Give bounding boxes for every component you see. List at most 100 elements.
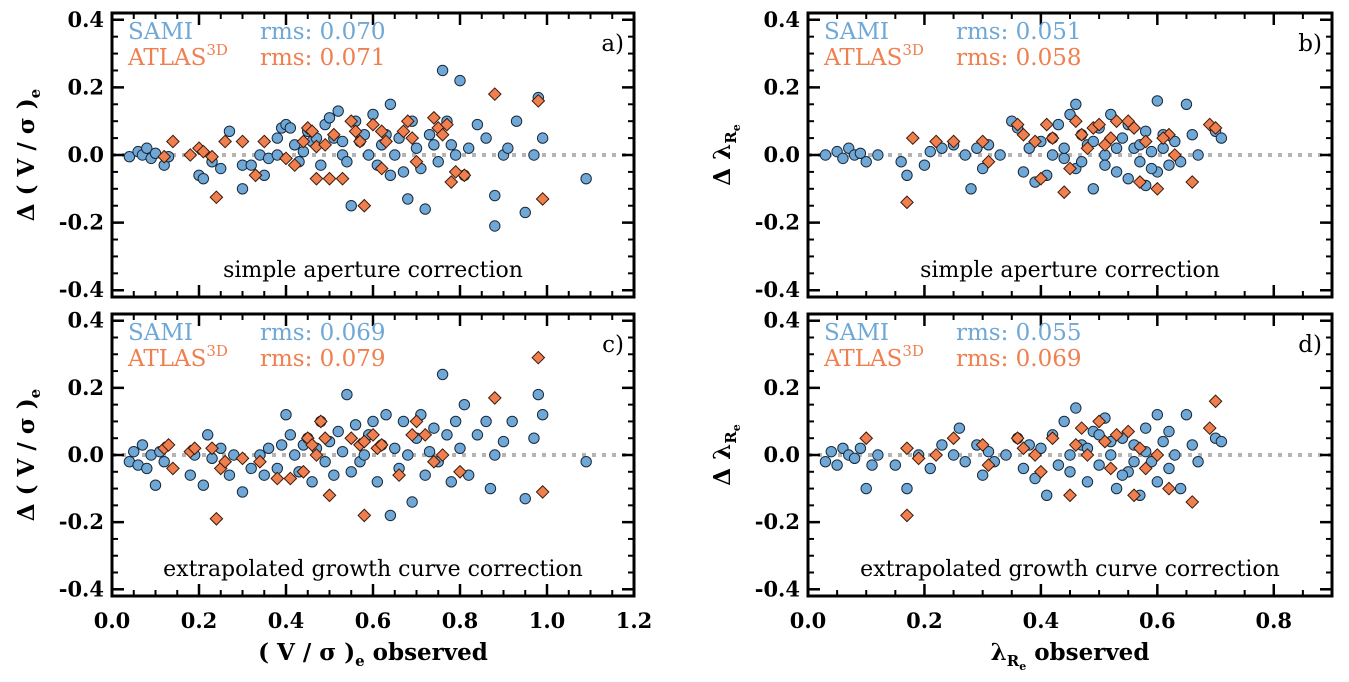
sami-point [1070, 402, 1082, 414]
atlas-point [1098, 434, 1112, 449]
sami-point [389, 149, 401, 161]
sami-point [423, 129, 436, 141]
atlas-point [366, 427, 380, 442]
sami-point [1169, 449, 1181, 461]
sami-point [397, 415, 410, 428]
y-axis-title: Δ ( V / σ )e [13, 389, 44, 521]
y-axis-title: Δ λRe [709, 424, 743, 485]
sami-point [1035, 442, 1047, 454]
sami-point [1139, 422, 1152, 434]
sami-point [1157, 435, 1169, 448]
sami-point [384, 509, 397, 522]
sami-point [1145, 145, 1158, 158]
plot-frame [110, 312, 636, 598]
sami-point [1180, 409, 1193, 421]
sami-point [936, 439, 948, 451]
atlas-point [487, 391, 502, 405]
atlas-point [1063, 161, 1077, 176]
atlas-point [183, 148, 198, 162]
sami-point [854, 442, 867, 454]
legend-sami-rms: rms: 0.051 [956, 19, 1082, 45]
atlas-point [409, 154, 424, 169]
sami-point [1116, 132, 1129, 144]
atlas-point [248, 168, 263, 183]
x-tick-label: 0.8 [1256, 608, 1293, 633]
y-tick-label: -0.2 [59, 210, 104, 235]
atlas-point [1068, 114, 1083, 129]
atlas-point [435, 127, 450, 142]
sami-point [895, 156, 907, 168]
legend-atlas-rms: rms: 0.071 [260, 45, 386, 71]
correction-note: extrapolated growth curve correction [163, 557, 583, 582]
x-tick-label: 0.8 [442, 608, 479, 633]
sami-point [484, 482, 497, 495]
atlas-point [366, 117, 380, 132]
sami-point [419, 203, 431, 215]
sami-point [1058, 152, 1070, 165]
sami-point [1064, 449, 1076, 461]
sami-point [936, 142, 948, 154]
sami-point [953, 422, 966, 434]
legend-atlas-rms: rms: 0.079 [260, 346, 386, 372]
sami-point [959, 149, 971, 161]
sami-point [454, 74, 466, 87]
data-points [819, 95, 1228, 210]
atlas-point [453, 464, 467, 479]
atlas-point [409, 414, 424, 429]
sami-point [471, 429, 484, 441]
atlas-point [165, 134, 180, 149]
atlas-point [161, 438, 176, 452]
atlas-point [1057, 185, 1072, 200]
atlas-point [1202, 421, 1217, 436]
atlas-point [235, 451, 250, 466]
atlas-point [344, 431, 359, 446]
atlas-point [975, 438, 990, 452]
atlas-point [1033, 171, 1048, 186]
sami-point [866, 459, 878, 471]
atlas-point [257, 134, 272, 149]
legend-sami-name: SAMI [128, 320, 193, 346]
atlas-point [322, 488, 337, 503]
y-tick-label: 0.2 [763, 74, 800, 99]
sami-point [837, 152, 849, 165]
atlas-point [435, 448, 450, 462]
sami-point [1145, 456, 1158, 468]
atlas-point [1028, 134, 1042, 149]
atlas-point [309, 448, 324, 462]
sami-point [848, 452, 861, 465]
legend-sami-rms: rms: 0.070 [260, 19, 386, 45]
atlas-point [1063, 488, 1077, 503]
sami-point [580, 172, 592, 185]
sami-point [519, 492, 531, 505]
sami-point [454, 442, 466, 454]
sami-point [1093, 429, 1105, 441]
atlas-point [374, 161, 389, 176]
sami-point [1023, 142, 1035, 154]
atlas-point [1068, 438, 1083, 452]
y-tick-label: 0.0 [67, 442, 104, 467]
sami-point [854, 147, 867, 160]
panel-label: a) [601, 31, 624, 57]
y-tick-label: 0.4 [763, 7, 800, 32]
panel-label: c) [602, 332, 624, 358]
y-tick-label: 0.0 [763, 442, 800, 467]
atlas-point [318, 137, 333, 152]
atlas-point [1150, 181, 1165, 196]
panel-a: -0.4 -0.2 0.0 0.2 0.4 SAMI rms: 0.070 ATLAS3D rm… [13, 7, 636, 302]
atlas-point [357, 508, 372, 523]
x-tick-label: 0.4 [1023, 608, 1060, 633]
atlas-point [374, 438, 389, 452]
atlas-point [205, 149, 219, 164]
sami-point [136, 439, 149, 451]
sami-point [819, 456, 832, 468]
atlas-point [235, 134, 250, 149]
plot-frame [806, 312, 1334, 598]
atlas-point [1016, 441, 1031, 456]
atlas-point [1162, 481, 1176, 496]
atlas-point [440, 117, 454, 132]
sami-point [1052, 118, 1065, 131]
y-tick-label: -0.4 [59, 576, 104, 601]
sami-point [831, 459, 843, 471]
sami-point [528, 432, 540, 444]
sami-point [924, 462, 936, 475]
